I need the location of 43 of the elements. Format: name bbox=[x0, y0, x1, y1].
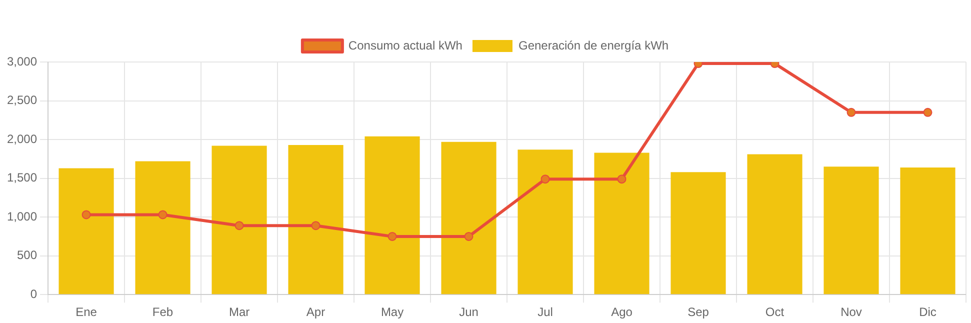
x-tick-label: Jun bbox=[459, 305, 478, 320]
x-tick-label: Ago bbox=[611, 305, 633, 320]
point bbox=[311, 221, 320, 230]
x-tick-label: Ene bbox=[76, 305, 98, 320]
x-tick-label: May bbox=[380, 305, 404, 320]
point bbox=[923, 108, 932, 117]
point bbox=[82, 210, 91, 220]
bar bbox=[518, 150, 573, 294]
x-tick-label: Sep bbox=[688, 305, 710, 320]
y-tick-label: 2,000 bbox=[7, 132, 38, 146]
y-tick-label: 0 bbox=[30, 286, 38, 301]
x-tick-label: Jul bbox=[538, 305, 553, 320]
y-tick-label: 2,500 bbox=[7, 93, 38, 108]
point bbox=[234, 221, 244, 230]
bar bbox=[58, 168, 114, 294]
bar bbox=[288, 144, 344, 294]
point bbox=[388, 232, 397, 241]
point bbox=[540, 174, 550, 184]
x-tick-label: Apr bbox=[306, 305, 326, 320]
x-tick-label: Feb bbox=[152, 305, 174, 320]
bar bbox=[441, 142, 496, 294]
point bbox=[617, 174, 626, 184]
bar bbox=[900, 167, 956, 294]
legend-label: Generación de energía kWh bbox=[518, 38, 669, 52]
x-tick-label: Oct bbox=[765, 305, 785, 320]
x-tick-label: Nov bbox=[840, 305, 862, 320]
y-tick-label: 1,500 bbox=[7, 170, 38, 185]
bar bbox=[824, 166, 879, 294]
legend-label: Consumo actual kWh bbox=[348, 38, 462, 52]
bar bbox=[135, 161, 190, 294]
y-tick-label: 1,000 bbox=[7, 209, 38, 224]
bar bbox=[364, 136, 420, 294]
bar bbox=[670, 172, 726, 294]
bar bbox=[594, 152, 650, 294]
y-tick-label: 500 bbox=[17, 248, 38, 262]
bar bbox=[212, 146, 267, 294]
y-tick-label: 3,000 bbox=[7, 54, 38, 68]
point bbox=[158, 210, 168, 220]
x-tick-label: Mar bbox=[228, 305, 250, 320]
bar bbox=[747, 154, 802, 294]
point bbox=[464, 232, 474, 241]
point bbox=[846, 108, 856, 117]
x-tick-label: Dic bbox=[919, 305, 936, 320]
